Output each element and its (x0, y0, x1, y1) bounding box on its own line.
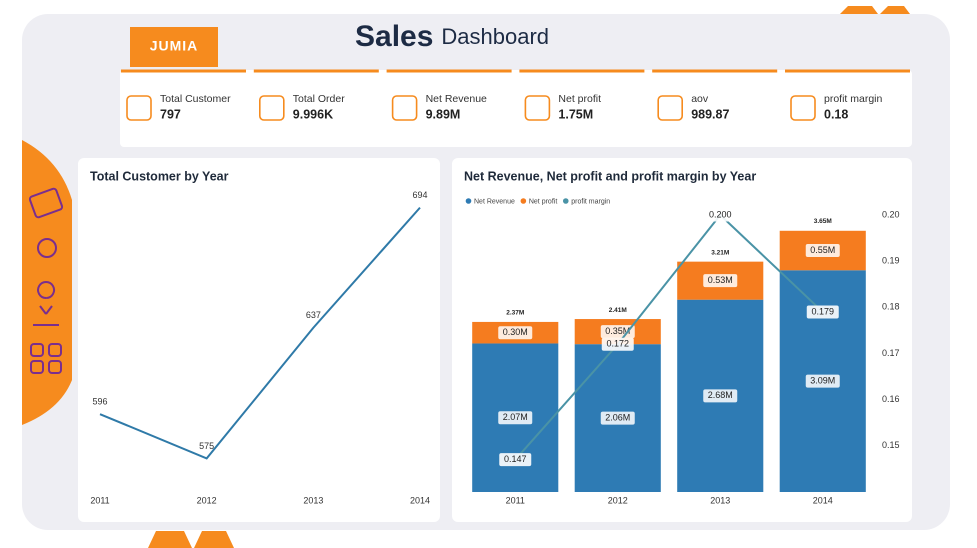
margin-label: 0.200 (709, 209, 732, 219)
kpi-value: 1.75M (558, 107, 593, 121)
segment-label: 2.06M (605, 412, 630, 422)
total-label: 3.65M (814, 218, 832, 225)
total-label: 2.41M (609, 307, 627, 314)
legend-label: Net profit (529, 198, 557, 205)
kpi-panel (120, 70, 912, 147)
segment-label: 0.35M (605, 326, 630, 336)
charts: Total Customer by Year 2011 2012 2013 2014 59… (90, 169, 900, 505)
y2-tick-label: 0.19 (882, 256, 900, 266)
label-box (805, 374, 840, 388)
segment-label: 0.55M (810, 245, 835, 255)
margin-label: 0.172 (606, 339, 629, 349)
location-icon (33, 281, 59, 326)
legend-marker (520, 198, 527, 204)
data-label: 575 (199, 441, 214, 451)
kpi-icon (258, 95, 285, 121)
data-label: 596 (92, 397, 107, 407)
label-box (498, 326, 533, 340)
x-tick-label: 2014 (410, 495, 430, 505)
kpi-value: 9.996K (293, 107, 333, 121)
data-label: 637 (306, 310, 321, 320)
line (99, 206, 421, 460)
kpi-value: 0.18 (824, 107, 848, 121)
kpi-row: Total Customer 797 Total Order 9.996K Net Re… (121, 69, 910, 121)
brand-name: JUMIA (150, 38, 199, 54)
x-tick-label: 2011 (506, 495, 525, 505)
decoration (148, 531, 234, 548)
legend-label: profit margin (571, 198, 610, 205)
x-tick-label: 2013 (303, 495, 323, 505)
segment-label: 2.68M (708, 390, 733, 400)
x-tick-label: 2011 (90, 495, 109, 505)
segment-label: 3.09M (810, 376, 835, 386)
kpi-label: Total Customer (160, 93, 231, 105)
menu-icon (30, 360, 44, 374)
discount-icon (37, 238, 57, 258)
y2-tick-label: 0.17 (882, 348, 900, 358)
label-box (499, 453, 532, 467)
kpi-icon (790, 95, 816, 121)
kpi-label: profit margin (824, 93, 883, 105)
legend-marker (562, 198, 569, 204)
legend-label: Net Revenue (474, 198, 515, 205)
y2-tick-label: 0.20 (882, 209, 900, 219)
brand-logo (130, 27, 218, 67)
kpi-value: 797 (160, 107, 181, 121)
sale-icon (28, 187, 64, 219)
label-box (805, 244, 840, 258)
x-tick-label: 2014 (813, 495, 833, 505)
segment-label: 0.30M (503, 327, 528, 337)
kpi-value: 9.89M (426, 107, 461, 121)
x-tick-label: 2012 (197, 495, 217, 505)
data-label: 694 (412, 190, 427, 200)
segment-label: 2.07M (503, 412, 528, 422)
kpi-icon (657, 95, 684, 121)
y2-tick-label: 0.16 (882, 394, 900, 404)
label-box (703, 274, 738, 288)
kpi-icon (524, 95, 551, 121)
label-box (601, 337, 634, 351)
label-box (600, 411, 635, 425)
margin-label: 0.147 (504, 454, 527, 464)
total-label: 2.37M (506, 310, 524, 317)
title-main: Sales (355, 20, 433, 53)
kpi-icon (391, 95, 418, 121)
menu-icon (48, 343, 62, 357)
chart-title: Total Customer by Year (90, 169, 229, 183)
kpi-label: aov (691, 93, 709, 105)
x-tick-label: 2013 (710, 495, 730, 505)
chart-title: Net Revenue, Net profit and profit margi… (464, 169, 756, 183)
kpi-value: 989.87 (691, 107, 729, 121)
margin-label: 0.179 (811, 306, 834, 316)
total-label: 3.21M (711, 249, 729, 256)
label-box (806, 305, 839, 319)
x-tick-label: 2012 (608, 495, 628, 505)
menu-icon (30, 343, 44, 357)
label-box (704, 208, 737, 222)
kpi-label: Net profit (558, 93, 601, 105)
kpi-label: Net Revenue (426, 93, 487, 105)
segment-label: 0.53M (708, 275, 733, 285)
chart-panel (78, 158, 440, 522)
decoration (840, 6, 910, 14)
kpi-label: Total Order (293, 93, 345, 105)
margin-line (514, 213, 824, 461)
y2-tick-label: 0.18 (882, 302, 900, 312)
y2-tick-label: 0.15 (882, 440, 900, 450)
menu-icon (48, 360, 62, 374)
label-box (498, 411, 533, 425)
page-title: Sales Dashboard (355, 20, 549, 53)
title-sub: Dashboard (441, 24, 549, 49)
kpi-icon (126, 95, 152, 121)
label-box (703, 389, 738, 403)
sidebar-icons (28, 187, 64, 374)
legend-marker (465, 198, 472, 204)
